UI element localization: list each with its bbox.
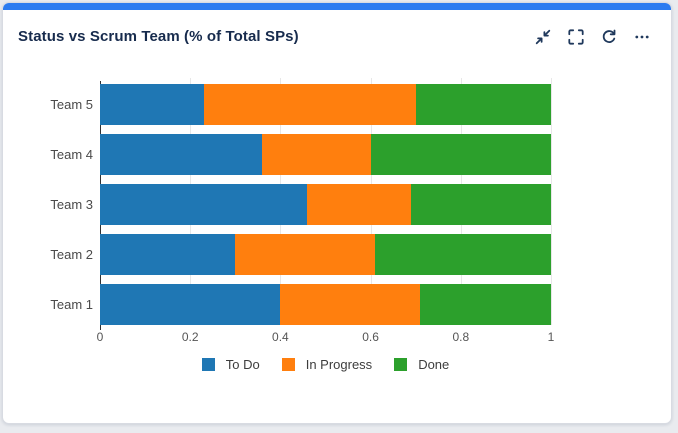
refresh-button[interactable] <box>600 28 618 46</box>
bar-segment[interactable] <box>280 284 421 325</box>
bar-segment[interactable] <box>100 284 281 325</box>
legend-item[interactable]: Done <box>394 357 449 372</box>
fullscreen-brackets-icon <box>568 28 584 45</box>
bar-row: Team 1 <box>19 284 551 325</box>
gridline <box>551 78 552 325</box>
legend-label: In Progress <box>305 357 373 372</box>
bar-row: Team 2 <box>19 234 551 275</box>
category-label: Team 2 <box>50 247 93 262</box>
bar-segment[interactable] <box>420 284 551 325</box>
x-tick-label: 1 <box>547 330 555 344</box>
bar-segment[interactable] <box>415 84 551 125</box>
widget-header: Status vs Scrum Team (% of Total SPs) <box>3 10 671 46</box>
bar-segment[interactable] <box>100 84 204 125</box>
bar-segment[interactable] <box>203 84 416 125</box>
x-tick-label: 0.6 <box>362 330 379 344</box>
bars-region: Team 5 Team 4 Team 3 Team 2 Team 1 <box>19 78 552 330</box>
widget-actions <box>534 28 651 46</box>
bar-segment[interactable] <box>100 234 236 275</box>
category-label: Team 4 <box>50 147 93 162</box>
x-tick-label: 0 <box>96 330 104 344</box>
bar-track <box>100 184 551 225</box>
bar-segment[interactable] <box>262 134 371 175</box>
legend-swatch <box>394 358 408 371</box>
legend-swatch <box>201 358 215 371</box>
refresh-icon <box>601 29 617 45</box>
widget-title: Status vs Scrum Team (% of Total SPs) <box>18 28 299 45</box>
bar-track <box>100 234 551 275</box>
bar-segment[interactable] <box>375 234 551 275</box>
dashboard-page: Status vs Scrum Team (% of Total SPs) <box>0 2 678 424</box>
bar-row: Team 5 <box>19 84 551 125</box>
bar-segment[interactable] <box>100 134 263 175</box>
bar-segment[interactable] <box>307 184 412 225</box>
collapse-arrows-icon <box>535 29 551 45</box>
bar-row: Team 4 <box>19 134 551 175</box>
legend-label: To Do <box>225 357 260 372</box>
bar-segment[interactable] <box>370 134 551 175</box>
more-button[interactable] <box>633 28 651 46</box>
stacked-bar-chart: Team 5 Team 4 Team 3 Team 2 Team 1 0 0.2 0.4 0.… <box>19 78 555 372</box>
category-label: Team 1 <box>50 297 93 312</box>
x-tick-label: 0.8 <box>452 330 470 344</box>
fullscreen-button[interactable] <box>567 28 585 46</box>
bar-segment[interactable] <box>100 184 308 225</box>
category-label: Team 5 <box>50 97 93 112</box>
bar-track <box>100 284 551 325</box>
legend-item[interactable]: To Do <box>201 357 260 372</box>
chart-legend: To Do In Progress Done <box>100 357 551 372</box>
x-axis-ticks: 0 0.2 0.4 0.6 0.8 1 <box>96 330 555 345</box>
bar-track <box>100 134 551 175</box>
bar-row: Team 3 <box>19 184 551 225</box>
bar-segment[interactable] <box>235 234 376 275</box>
legend-swatch <box>281 358 295 371</box>
card-accent-bar <box>3 3 671 10</box>
x-tick-label: 0.2 <box>181 330 199 344</box>
bar-segment[interactable] <box>411 184 551 225</box>
x-tick-label: 0.4 <box>272 330 289 344</box>
collapse-button[interactable] <box>534 28 552 46</box>
chart-widget-card: Status vs Scrum Team (% of Total SPs) <box>2 2 672 424</box>
legend-label: Done <box>418 357 450 372</box>
bar-track <box>100 84 551 125</box>
legend-item[interactable]: In Progress <box>281 357 373 372</box>
category-label: Team 3 <box>50 197 93 212</box>
ellipsis-icon <box>634 29 650 45</box>
